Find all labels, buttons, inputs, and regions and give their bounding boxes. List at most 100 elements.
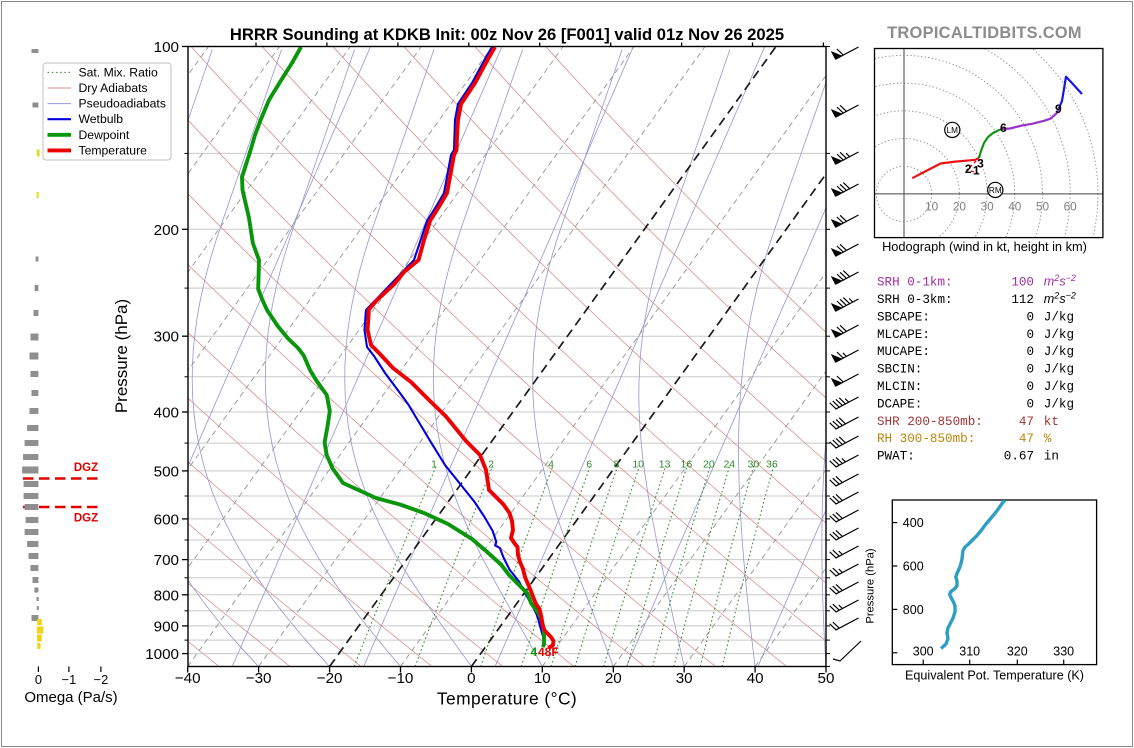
svg-text:13: 13 xyxy=(659,458,671,470)
svg-text:800: 800 xyxy=(154,587,179,604)
svg-text:48F: 48F xyxy=(538,645,559,659)
svg-text:30: 30 xyxy=(981,200,995,214)
svg-text:SBCIN:: SBCIN: xyxy=(877,363,922,377)
svg-text:DGZ: DGZ xyxy=(74,462,98,474)
svg-text:20: 20 xyxy=(953,200,967,214)
svg-text:J/kg: J/kg xyxy=(1044,380,1074,394)
svg-text:47: 47 xyxy=(1019,432,1034,446)
svg-text:10: 10 xyxy=(925,200,939,214)
svg-text:600: 600 xyxy=(903,560,924,574)
svg-text:PWAT:: PWAT: xyxy=(877,450,915,464)
svg-text:6: 6 xyxy=(586,458,592,470)
svg-text:J/kg: J/kg xyxy=(1044,310,1074,324)
svg-text:112: 112 xyxy=(1011,293,1034,307)
svg-text:400: 400 xyxy=(154,405,179,422)
svg-text:Wetbulb: Wetbulb xyxy=(79,112,124,126)
svg-text:0: 0 xyxy=(1026,363,1034,377)
svg-text:200: 200 xyxy=(154,222,179,239)
svg-text:MUCAPE:: MUCAPE: xyxy=(877,345,930,359)
svg-text:3: 3 xyxy=(977,157,984,171)
svg-text:0: 0 xyxy=(35,672,42,687)
svg-text:100: 100 xyxy=(1011,276,1034,290)
svg-text:−2: −2 xyxy=(94,672,109,687)
svg-text:300: 300 xyxy=(913,645,934,659)
svg-text:47: 47 xyxy=(1019,415,1034,429)
svg-text:Pseudoadiabats: Pseudoadiabats xyxy=(79,97,166,111)
svg-text:DGZ: DGZ xyxy=(74,513,98,525)
svg-text:J/kg: J/kg xyxy=(1044,345,1074,359)
svg-text:20: 20 xyxy=(703,458,715,470)
svg-text:0: 0 xyxy=(1026,380,1034,394)
svg-text:400: 400 xyxy=(903,516,924,530)
svg-text:%: % xyxy=(1044,432,1052,446)
svg-text:J/kg: J/kg xyxy=(1044,397,1074,411)
svg-text:−30: −30 xyxy=(246,670,272,687)
svg-text:MLCAPE:: MLCAPE: xyxy=(877,328,930,342)
svg-text:Temperature (°C): Temperature (°C) xyxy=(437,689,577,709)
svg-text:20: 20 xyxy=(605,670,622,687)
svg-text:500: 500 xyxy=(154,463,179,480)
svg-text:SRH 0-1km:: SRH 0-1km: xyxy=(877,276,953,290)
svg-text:Dry Adiabats: Dry Adiabats xyxy=(79,81,148,95)
svg-text:9: 9 xyxy=(1055,102,1062,116)
svg-text:Sat. Mix. Ratio: Sat. Mix. Ratio xyxy=(79,65,158,79)
svg-text:50: 50 xyxy=(818,670,835,687)
svg-text:Dewpoint: Dewpoint xyxy=(79,128,130,142)
svg-text:HRRR Sounding at KDKB Init: 00: HRRR Sounding at KDKB Init: 00z Nov 26 [… xyxy=(230,25,784,44)
svg-text:100: 100 xyxy=(154,39,179,56)
svg-text:4: 4 xyxy=(531,645,538,659)
svg-text:10: 10 xyxy=(534,670,551,687)
svg-text:−1: −1 xyxy=(62,672,77,687)
svg-text:J/kg: J/kg xyxy=(1044,363,1074,377)
svg-text:Pressure (hPa): Pressure (hPa) xyxy=(865,548,877,624)
svg-text:300: 300 xyxy=(154,329,179,346)
svg-text:30: 30 xyxy=(748,458,760,470)
svg-text:Omega (Pa/s): Omega (Pa/s) xyxy=(24,689,117,706)
svg-text:2: 2 xyxy=(965,162,972,176)
svg-text:30: 30 xyxy=(676,670,693,687)
svg-text:8: 8 xyxy=(613,458,619,470)
svg-text:0.67: 0.67 xyxy=(1004,450,1034,464)
svg-text:J/kg: J/kg xyxy=(1044,328,1074,342)
svg-text:MLCIN:: MLCIN: xyxy=(877,380,922,394)
svg-text:1000: 1000 xyxy=(145,646,179,663)
svg-text:TROPICALTIDBITS.COM: TROPICALTIDBITS.COM xyxy=(887,24,1082,42)
svg-text:330: 330 xyxy=(1053,645,1074,659)
svg-text:in: in xyxy=(1044,450,1059,464)
svg-text:50: 50 xyxy=(1036,200,1050,214)
svg-text:40: 40 xyxy=(747,670,764,687)
svg-text:2: 2 xyxy=(488,458,494,470)
svg-text:SHR 200-850mb:: SHR 200-850mb: xyxy=(877,415,983,429)
svg-text:1: 1 xyxy=(973,164,980,178)
svg-text:0: 0 xyxy=(467,670,475,687)
svg-text:Equivalent Pot. Temperature (K: Equivalent Pot. Temperature (K) xyxy=(905,669,1084,683)
svg-text:24: 24 xyxy=(723,458,735,470)
svg-text:0: 0 xyxy=(1026,310,1034,324)
svg-text:900: 900 xyxy=(154,618,179,635)
svg-text:0: 0 xyxy=(1026,397,1034,411)
svg-text:SBCAPE:: SBCAPE: xyxy=(877,310,930,324)
svg-text:700: 700 xyxy=(154,552,179,569)
svg-text:RH 300-850mb:: RH 300-850mb: xyxy=(877,432,975,446)
svg-text:DCAPE:: DCAPE: xyxy=(877,397,922,411)
svg-text:−10: −10 xyxy=(388,670,414,687)
svg-text:SRH 0-3km:: SRH 0-3km: xyxy=(877,293,953,307)
svg-text:0: 0 xyxy=(1026,328,1034,342)
svg-text:0: 0 xyxy=(1026,345,1034,359)
svg-text:Pressure (hPa): Pressure (hPa) xyxy=(112,299,131,413)
svg-text:10: 10 xyxy=(632,458,644,470)
svg-text:LM: LM xyxy=(947,126,959,135)
svg-text:−40: −40 xyxy=(175,670,201,687)
svg-text:40: 40 xyxy=(1008,200,1022,214)
svg-text:−20: −20 xyxy=(317,670,343,687)
svg-text:800: 800 xyxy=(903,603,924,617)
svg-text:310: 310 xyxy=(959,645,980,659)
svg-text:RM: RM xyxy=(989,186,1002,195)
svg-text:320: 320 xyxy=(1007,645,1028,659)
svg-text:600: 600 xyxy=(154,511,179,528)
svg-text:4: 4 xyxy=(548,458,554,470)
svg-text:6: 6 xyxy=(1000,121,1007,135)
svg-text:60: 60 xyxy=(1064,200,1078,214)
svg-text:kt: kt xyxy=(1044,415,1059,429)
svg-text:1: 1 xyxy=(431,458,437,470)
